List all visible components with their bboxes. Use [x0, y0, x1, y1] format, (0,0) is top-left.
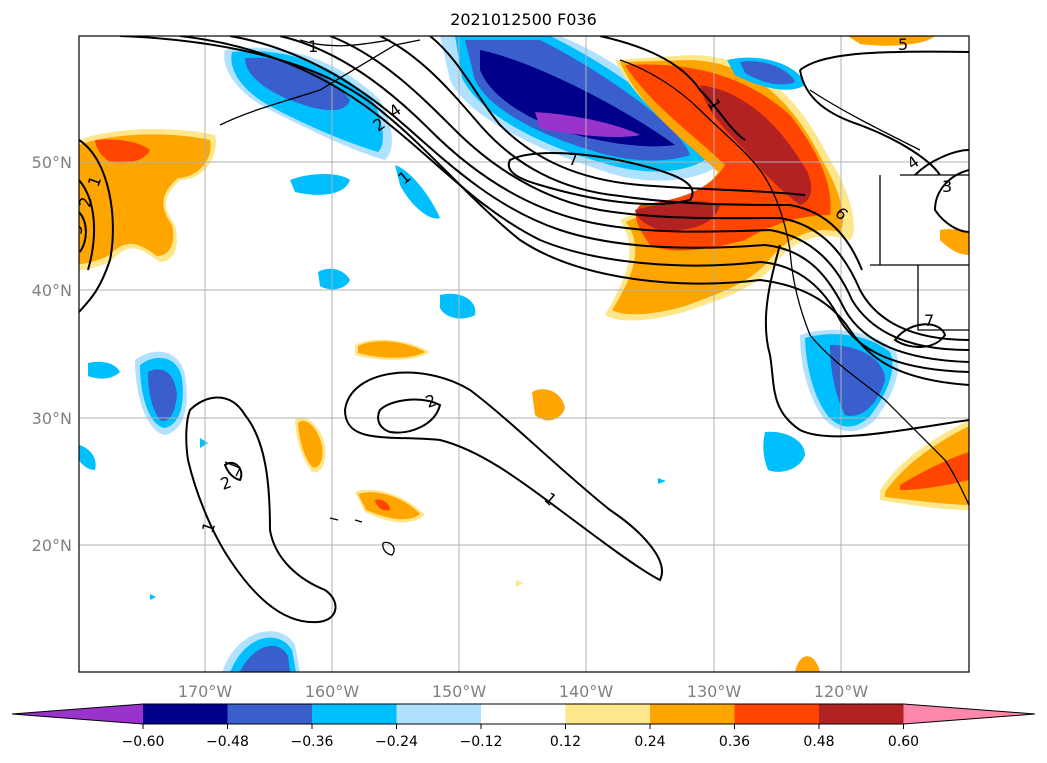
latitude-labels: 50°N 40°N 30°N 20°N	[32, 153, 72, 555]
colorbar-tick-label: −0.36	[291, 734, 334, 750]
contour-label: 1	[308, 37, 318, 56]
lat-label: 20°N	[32, 536, 72, 555]
colorbar-tick-label: 0.60	[888, 734, 919, 750]
lon-label: 140°W	[559, 682, 614, 701]
longitude-labels: 170°W 160°W 150°W 140°W 130°W 120°W	[178, 682, 869, 701]
colorbar-tick-label: −0.24	[375, 734, 418, 750]
colorbar-bin	[565, 704, 650, 724]
colorbar-bin	[734, 704, 819, 724]
lat-label: 30°N	[32, 409, 72, 428]
colorbar-tick-label: 0.12	[550, 734, 581, 750]
colorbar-extension-min	[12, 704, 143, 724]
lon-label: 170°W	[178, 682, 233, 701]
coastlines	[219, 39, 969, 556]
colorbar-bin	[819, 704, 904, 724]
contour-label: 3	[67, 225, 86, 235]
map-frame	[78, 35, 970, 673]
colorbar-bin	[650, 704, 735, 724]
lon-label: 130°W	[687, 682, 742, 701]
colorbar-bin	[396, 704, 481, 724]
lon-label: 160°W	[305, 682, 360, 701]
lat-label: 50°N	[32, 153, 72, 172]
lon-label: 120°W	[814, 682, 869, 701]
colorbar-tick-label: 0.36	[719, 734, 750, 750]
contour-label: 3	[942, 177, 952, 196]
colorbar-tick-label: −0.60	[122, 734, 165, 750]
contour-label: 5	[898, 35, 908, 54]
colorbar-tick-label: −0.48	[206, 734, 249, 750]
colorbar-bin	[481, 704, 566, 724]
lat-label: 40°N	[32, 281, 72, 300]
contour-label: 7	[924, 311, 934, 330]
contour-label: 2	[75, 195, 95, 208]
map-content: 1 2 3 1 2 4 1 7 1 5 4 3 6 7 2 2 1 1	[67, 35, 969, 672]
colorbar-tick-label: 0.24	[634, 734, 665, 750]
colorbar-tick-label: 0.48	[803, 734, 834, 750]
colorbar-bin	[312, 704, 397, 724]
colorbar-bin	[227, 704, 312, 724]
shaded-anomaly-field	[79, 36, 969, 672]
colorbar-bin	[143, 704, 228, 724]
colorbar-tick-label: −0.12	[460, 734, 503, 750]
contour-label: 7	[568, 150, 578, 169]
colorbar: −0.60 −0.48 −0.36 −0.24 −0.12 0.12 0.24 0.36 0.4…	[11, 703, 1036, 750]
contour-lines	[79, 36, 969, 624]
lon-label: 150°W	[432, 682, 487, 701]
colorbar-extension-max	[903, 704, 1035, 724]
map-title: 2021012500 F036	[450, 10, 597, 29]
